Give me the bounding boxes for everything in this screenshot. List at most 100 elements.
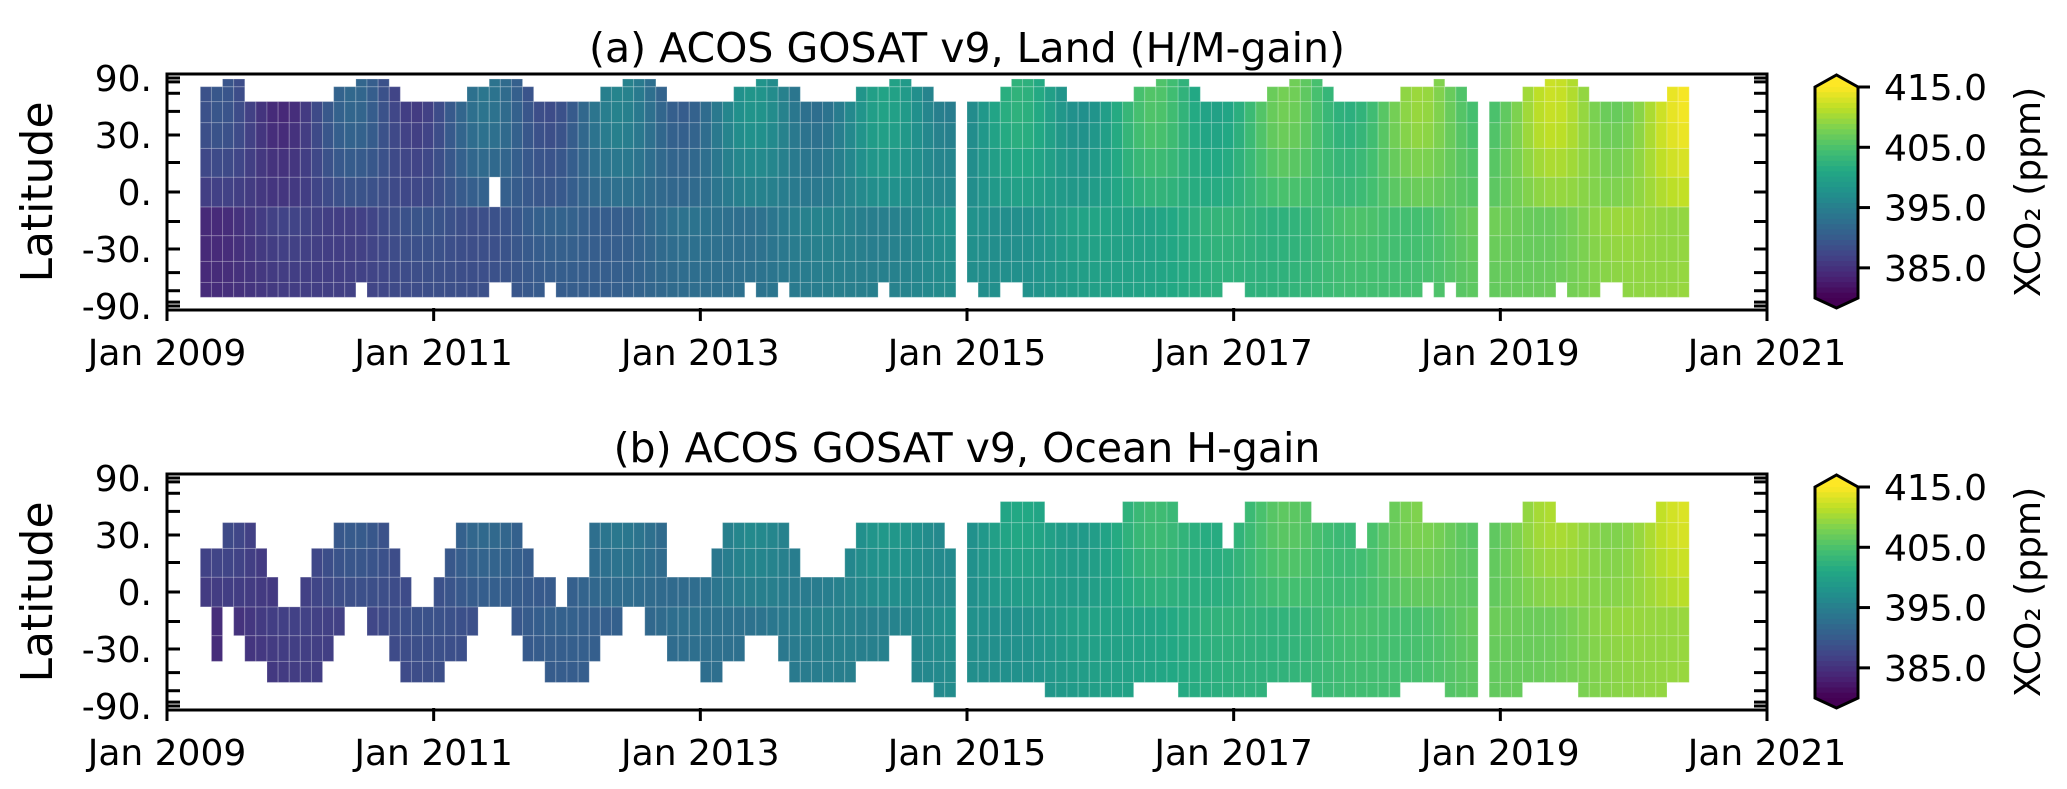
- heatmap-cell: [777, 522, 790, 549]
- heatmap-cell: [1088, 635, 1101, 662]
- heatmap-cell: [1522, 260, 1535, 283]
- heatmap-cell: [322, 101, 335, 124]
- heatmap-cell: [888, 260, 901, 283]
- heatmap-cell: [1555, 86, 1568, 103]
- heatmap-cell: [977, 260, 990, 283]
- heatmap-cell: [1433, 235, 1446, 262]
- heatmap-cell: [1422, 576, 1435, 608]
- heatmap-cell: [577, 281, 590, 298]
- heatmap-cell: [1233, 635, 1246, 662]
- heatmap-cell: [266, 206, 279, 237]
- heatmap-cell: [1622, 122, 1635, 149]
- heatmap-cell: [1022, 606, 1035, 637]
- heatmap-cell: [333, 260, 346, 283]
- colorbar-segment: [1815, 292, 1858, 299]
- heatmap-cell: [255, 576, 268, 608]
- colorbar-outline: [1813, 73, 1860, 310]
- heatmap-cell: [1599, 176, 1612, 208]
- colorbar-segment: [1815, 129, 1858, 136]
- heatmap-cell: [1677, 206, 1690, 237]
- heatmap-cell: [1044, 260, 1057, 283]
- heatmap-cell: [1110, 281, 1124, 298]
- heatmap-cell: [1044, 522, 1057, 549]
- colorbar-extend-min: [1815, 698, 1858, 708]
- heatmap-cell: [422, 606, 435, 637]
- heatmap-cell: [433, 147, 446, 178]
- heatmap-cell: [933, 235, 946, 262]
- heatmap-cell: [1622, 635, 1635, 662]
- heatmap-cell: [1266, 547, 1279, 578]
- heatmap-cell: [1322, 260, 1335, 283]
- heatmap-cell: [1588, 281, 1601, 298]
- heatmap-cell: [1077, 235, 1090, 262]
- heatmap-cell: [910, 635, 924, 662]
- heatmap-cell: [1166, 147, 1179, 178]
- heatmap-cell: [1266, 206, 1279, 237]
- heatmap-cell: [977, 147, 990, 178]
- heatmap-cell: [555, 147, 568, 178]
- heatmap-cell: [888, 576, 901, 608]
- heatmap-cell: [1455, 101, 1468, 124]
- heatmap-cell: [499, 547, 512, 578]
- heatmap-cell: [233, 78, 246, 88]
- heatmap-cell: [644, 122, 657, 149]
- heatmap-cell: [1133, 660, 1146, 683]
- heatmap-cell: [1122, 606, 1135, 637]
- heatmap-cell: [477, 547, 490, 578]
- heatmap-cell: [299, 606, 312, 637]
- heatmap-cell: [1499, 101, 1512, 124]
- heatmap-cell: [999, 501, 1012, 524]
- heatmap-cell: [1155, 547, 1168, 578]
- heatmap-cell: [422, 101, 435, 124]
- heatmap-cell: [922, 606, 935, 637]
- heatmap-cell: [1510, 281, 1524, 298]
- y-tick-label: -30.: [82, 630, 152, 671]
- heatmap-cell: [310, 206, 324, 237]
- heatmap-cell: [1622, 206, 1635, 237]
- heatmap-cell: [1622, 522, 1635, 549]
- heatmap-cell: [1010, 576, 1024, 608]
- heatmap-cell: [1333, 176, 1346, 208]
- heatmap-cell: [1355, 281, 1368, 298]
- heatmap-cell: [333, 281, 346, 298]
- heatmap-cell: [644, 176, 657, 208]
- heatmap-cell: [1455, 681, 1468, 698]
- heatmap-cell: [199, 206, 212, 237]
- heatmap-cell: [922, 522, 935, 549]
- heatmap-cell: [344, 281, 357, 298]
- heatmap-cell: [199, 260, 212, 283]
- heatmap-cells: [199, 501, 1690, 698]
- heatmap-cell: [1088, 235, 1101, 262]
- heatmap-cell: [833, 260, 846, 283]
- colorbar-segment: [1815, 666, 1858, 673]
- heatmap-cell: [522, 281, 535, 298]
- heatmap-cell: [866, 235, 879, 262]
- heatmap-cell: [566, 147, 579, 178]
- heatmap-cell: [399, 235, 412, 262]
- heatmap-cell: [222, 235, 235, 262]
- heatmap-cell: [1655, 501, 1668, 524]
- colorbar-segment: [1815, 645, 1858, 652]
- heatmap-cell: [1233, 176, 1246, 208]
- heatmap-cell: [1288, 147, 1301, 178]
- heatmap-cell: [422, 206, 435, 237]
- colorbar-segment: [1815, 597, 1858, 604]
- heatmap-cell: [299, 122, 312, 149]
- panel-title: (b) ACOS GOSAT v9, Ocean H-gain: [614, 424, 1321, 472]
- heatmap-cell: [410, 147, 424, 178]
- heatmap-cell: [855, 260, 868, 283]
- heatmap-cell: [1488, 547, 1501, 578]
- heatmap-cell: [866, 147, 879, 178]
- heatmap-cell: [1277, 206, 1290, 237]
- heatmap-cell: [555, 101, 568, 124]
- heatmap-cell: [410, 176, 424, 208]
- heatmap-cell: [1410, 635, 1424, 662]
- heatmap-cell: [1077, 176, 1090, 208]
- heatmap-cell: [1077, 147, 1090, 178]
- colorbar-segment: [1815, 571, 1858, 578]
- heatmap-cell: [733, 122, 746, 149]
- heatmap-cell: [299, 235, 312, 262]
- heatmap-cell: [1255, 101, 1268, 124]
- heatmap-cell: [633, 147, 646, 178]
